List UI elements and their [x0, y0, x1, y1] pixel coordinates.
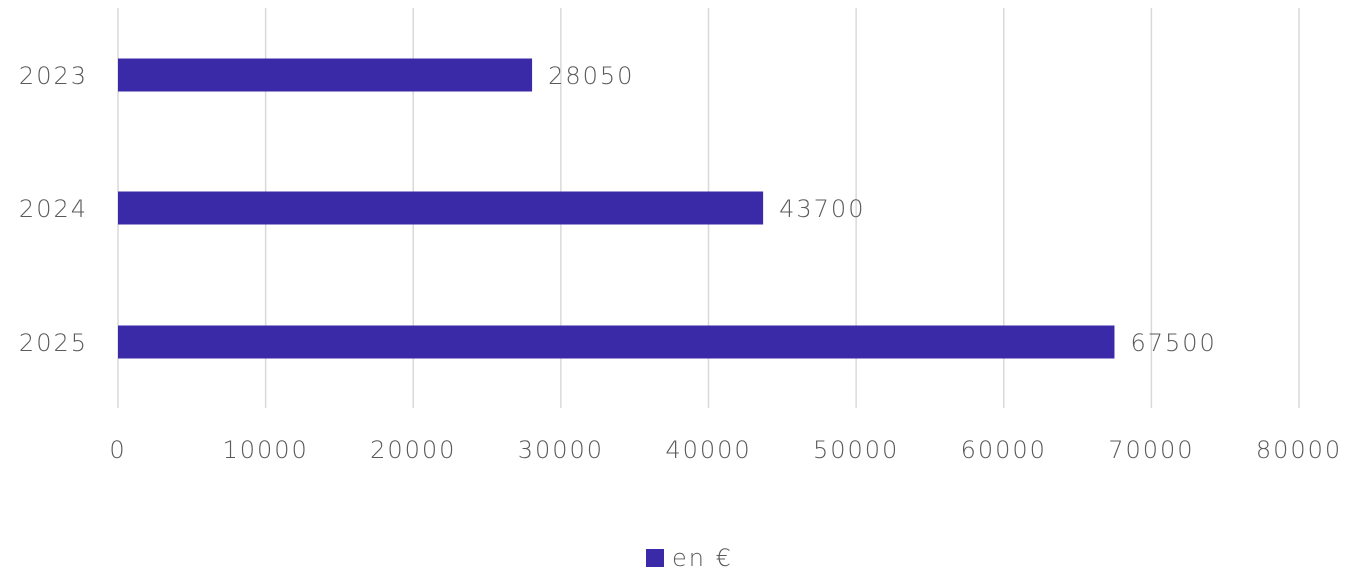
bar	[118, 191, 764, 225]
bars	[118, 58, 1115, 359]
x-tick-label: 40000	[665, 436, 751, 464]
legend: en €	[646, 544, 733, 572]
data-label: 43700	[779, 195, 865, 223]
value-axis: 0 10000 20000 30000 40000 50000 60000 70000 8000…	[109, 436, 1342, 464]
data-label: 28050	[548, 62, 634, 90]
category-label: 2024	[19, 195, 88, 223]
category-label: 2023	[19, 62, 88, 90]
x-tick-label: 80000	[1256, 436, 1342, 464]
x-tick-label: 50000	[813, 436, 899, 464]
category-axis: 2023 2024 2025	[19, 62, 88, 357]
bar	[118, 325, 1115, 359]
x-tick-label: 10000	[222, 436, 308, 464]
x-tick-label: 20000	[370, 436, 456, 464]
x-tick-label: 60000	[961, 436, 1047, 464]
x-tick-label: 70000	[1108, 436, 1194, 464]
category-label: 2025	[19, 329, 88, 357]
legend-label: en €	[672, 544, 733, 572]
data-labels: 28050 43700 67500	[548, 62, 1216, 357]
x-tick-label: 0	[109, 436, 126, 464]
legend-swatch	[646, 549, 664, 567]
data-label: 67500	[1130, 329, 1216, 357]
bar	[118, 58, 533, 92]
x-tick-label: 30000	[518, 436, 604, 464]
